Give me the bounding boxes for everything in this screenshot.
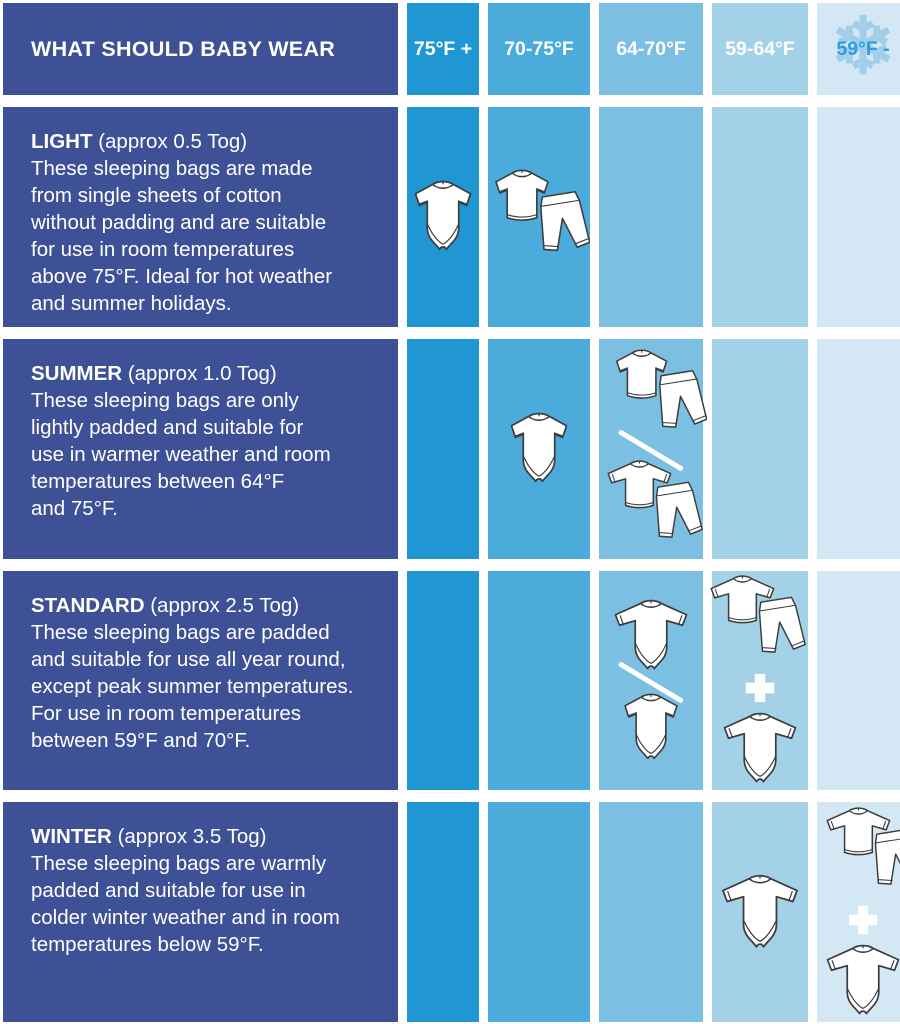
cell-light-64-70f: [599, 107, 703, 327]
row-tog-light: (approx 0.5 Tog): [98, 130, 248, 153]
column-header-64-70f: 64-70°F: [599, 3, 703, 95]
plus-icon: [745, 673, 775, 702]
column-header-below-59f: ❄ 59°F -: [817, 3, 900, 95]
cell-summer-below-59f: [817, 338, 900, 559]
row-label-winter: WINTER (approx 3.5 Tog) These sleeping b…: [3, 802, 398, 1022]
short-sleeve-tshirt-and-pants-icon: [615, 349, 707, 430]
cell-standard-75f: [407, 570, 479, 791]
cell-standard-64-70f: [599, 570, 703, 791]
row-label-standard: STANDARD (approx 2.5 Tog) These sleeping…: [3, 570, 398, 791]
row-tog-standard: (approx 2.5 Tog): [150, 593, 300, 617]
column-header-59-64f: 59-64°F: [712, 3, 808, 95]
row-title-winter: WINTER: [31, 825, 112, 849]
cell-winter-75f: [407, 802, 479, 1022]
column-header-70-75f: 70-75°F: [488, 3, 590, 95]
cell-winter-70-75f: [488, 802, 590, 1022]
row-title-standard: STANDARD: [31, 593, 145, 617]
row-description-standard: These sleeping bags are padded and suita…: [31, 620, 354, 752]
cell-summer-59-64f: [712, 338, 808, 559]
row-label-light: LIGHT (approx 0.5 Tog) These sleeping ba…: [3, 107, 398, 327]
snowflake-icon: ❄: [830, 3, 896, 90]
page-title: WHAT SHOULD BABY WEAR: [31, 36, 336, 61]
row-description-summer: These sleeping bags are only lightly pad…: [31, 388, 331, 520]
cell-standard-59-64f: [710, 570, 808, 791]
cell-standard-below-59f: [817, 570, 900, 791]
plus-icon: [848, 905, 878, 934]
row-description-winter: These sleeping bags are warmly padded an…: [31, 852, 340, 957]
cell-summer-75f: [407, 338, 479, 559]
cell-standard-70-75f: [488, 570, 590, 791]
cell-light-below-59f: [817, 107, 900, 327]
short-sleeve-bodysuit-icon: [414, 180, 472, 251]
cell-winter-64-70f: [599, 802, 703, 1022]
row-title-summer: SUMMER: [31, 361, 123, 385]
row-label-summer: SUMMER (approx 1.0 Tog) These sleeping b…: [3, 338, 398, 559]
short-sleeve-bodysuit-icon: [510, 412, 568, 483]
cell-summer-70-75f: [488, 338, 590, 559]
short-sleeve-bodysuit-icon: [624, 693, 678, 760]
row-tog-summer: (approx 1.0 Tog): [127, 361, 277, 385]
cell-winter-59-64f: [712, 802, 808, 1022]
row-tog-winter: (approx 3.5 Tog): [117, 825, 267, 849]
cell-winter-below-59f: [817, 802, 900, 1022]
long-sleeve-top-and-pants-icon: [607, 460, 703, 540]
long-sleeve-top-and-pants-icon: [826, 807, 900, 887]
cell-light-75f: [407, 107, 479, 327]
long-sleeve-bodysuit-icon: [723, 712, 797, 783]
long-sleeve-top-and-pants-icon: [710, 575, 806, 656]
row-title-light: LIGHT: [31, 130, 93, 153]
cell-light-59-64f: [712, 107, 808, 327]
short-sleeve-tshirt-and-pants-icon: [495, 170, 590, 254]
cell-summer-64-70f: [599, 338, 707, 559]
long-sleeve-bodysuit-icon: [722, 874, 798, 948]
column-header-75f-plus: 75°F +: [407, 3, 479, 95]
row-description-light: These sleeping bags are made from single…: [31, 157, 333, 315]
long-sleeve-bodysuit-icon: [826, 944, 900, 1015]
cell-light-70-75f: [488, 107, 590, 327]
page-title-cell: WHAT SHOULD BABY WEAR: [3, 3, 398, 95]
